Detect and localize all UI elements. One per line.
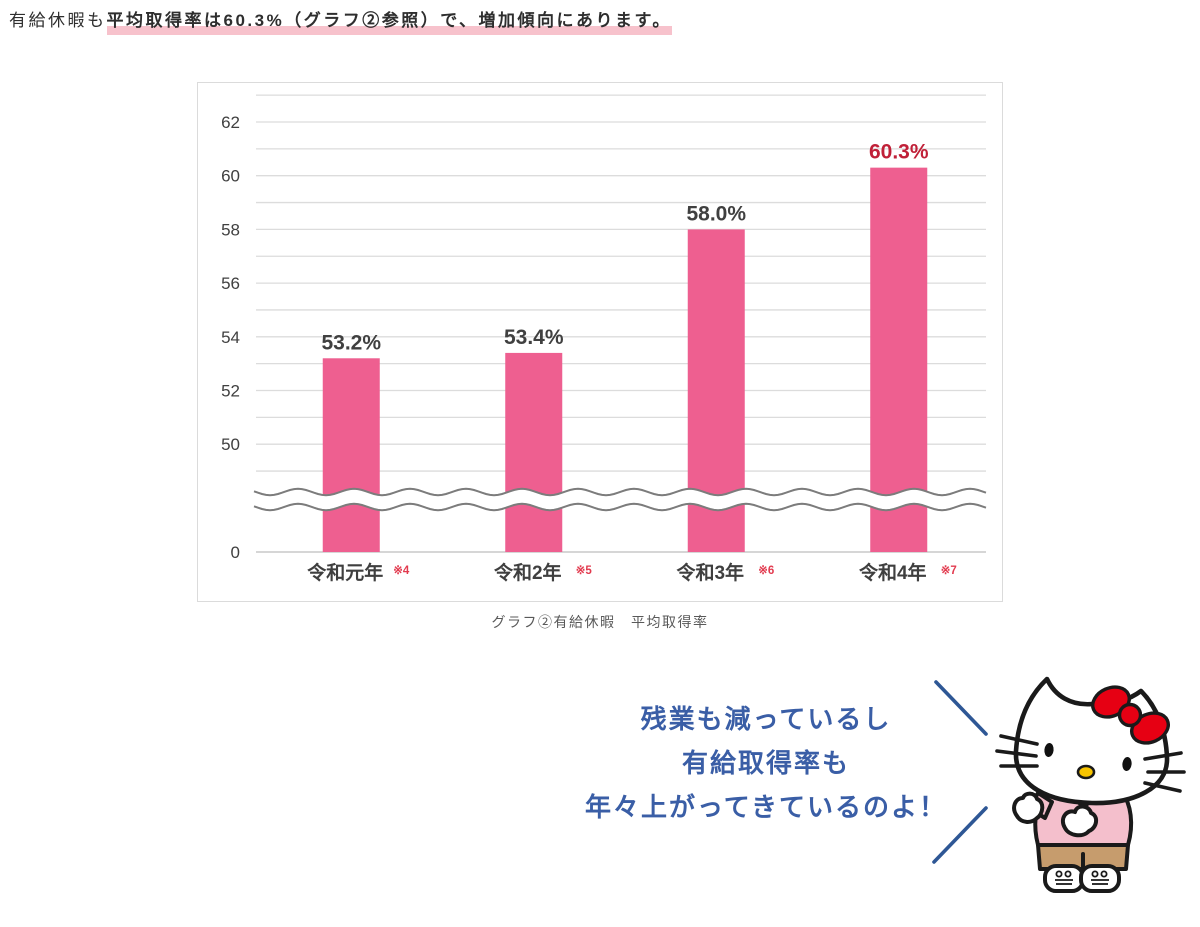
kitty-eye-left bbox=[1044, 743, 1054, 757]
svg-text:0: 0 bbox=[231, 543, 240, 562]
hello-kitty-illustration bbox=[995, 676, 1186, 893]
svg-text:令和元年: 令和元年 bbox=[307, 561, 383, 584]
kitty-fist-raised bbox=[1012, 791, 1045, 824]
svg-text:※5: ※5 bbox=[576, 564, 593, 577]
svg-text:54: 54 bbox=[221, 328, 240, 347]
svg-text:※4: ※4 bbox=[393, 564, 410, 577]
svg-text:令和4年: 令和4年 bbox=[859, 561, 927, 584]
svg-text:62: 62 bbox=[221, 113, 240, 132]
emphasis-line-top-icon bbox=[934, 680, 988, 736]
svg-text:53.2%: 53.2% bbox=[321, 331, 381, 354]
kitty-eye-right bbox=[1122, 757, 1132, 771]
intro-normal-text: 有給休暇も bbox=[9, 11, 107, 30]
kitty-whiskers bbox=[995, 734, 1186, 793]
svg-text:※6: ※6 bbox=[758, 564, 774, 577]
speech-text: 残業も減っているし 有給取得率も 年々上がってきているのよ！ bbox=[566, 697, 966, 829]
chart-caption: グラフ②有給休暇 平均取得率 bbox=[491, 614, 709, 630]
kitty-bow bbox=[1091, 685, 1170, 745]
chart-panel: 53.2% 令和元年 ※4 53.4% 令和2年 ※5 58.0% 令和3年 ※6 60.3% 令和… bbox=[197, 82, 1003, 602]
kitty-shoe-laces bbox=[1055, 870, 1109, 885]
svg-text:令和2年: 令和2年 bbox=[494, 561, 562, 584]
svg-text:60.3%: 60.3% bbox=[869, 141, 929, 164]
speech-line-3: 年々上がってきているのよ！ bbox=[585, 792, 947, 822]
speech-line-1: 残業も減っているし bbox=[640, 704, 892, 734]
paid-leave-bar-chart: 53.2% 令和元年 ※4 53.4% 令和2年 ※5 58.0% 令和3年 ※6 60.3% 令和… bbox=[221, 94, 987, 584]
kitty-hand-chest bbox=[1060, 804, 1098, 838]
svg-text:50: 50 bbox=[221, 435, 240, 454]
kitty-nose bbox=[1076, 764, 1096, 780]
svg-text:53.4%: 53.4% bbox=[504, 326, 564, 349]
emphasis-line-bottom-icon bbox=[932, 806, 988, 864]
svg-text:令和3年: 令和3年 bbox=[676, 561, 744, 584]
svg-text:※7: ※7 bbox=[941, 564, 957, 577]
svg-text:60: 60 bbox=[221, 167, 240, 186]
kitty-shoe-left bbox=[1043, 864, 1085, 893]
svg-text:58: 58 bbox=[221, 220, 240, 239]
svg-text:52: 52 bbox=[221, 382, 240, 401]
intro-highlighted-text: 平均取得率は60.3%（グラフ②参照）で、増加傾向にあります。 bbox=[106, 11, 672, 35]
svg-text:56: 56 bbox=[221, 274, 240, 293]
svg-text:58.0%: 58.0% bbox=[686, 202, 746, 225]
kitty-shoe-right bbox=[1079, 864, 1121, 893]
intro-sentence: 有給休暇も平均取得率は60.3%（グラフ②参照）で、増加傾向にあります。 bbox=[9, 6, 672, 35]
speech-line-2: 有給取得率も bbox=[681, 748, 850, 778]
